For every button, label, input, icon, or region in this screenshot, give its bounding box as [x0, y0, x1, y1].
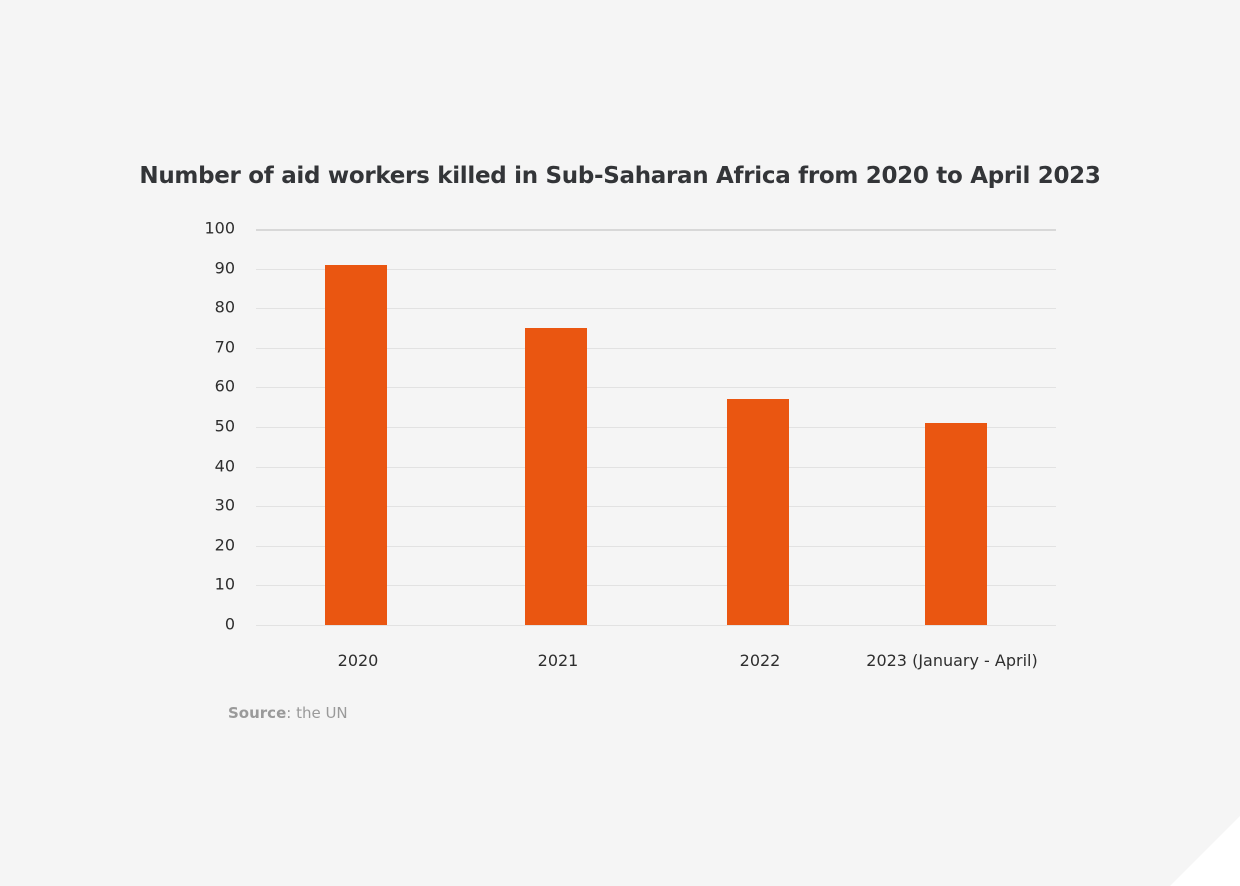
gridline	[256, 585, 1056, 587]
y-tick-label: 100	[204, 218, 235, 238]
gridline	[256, 308, 1056, 310]
x-tick-label: 2022	[739, 651, 781, 670]
gridline	[256, 427, 1056, 428]
chart-title: Number of aid workers killed in Sub-Saha…	[139, 163, 1101, 189]
y-tick-label: 20	[214, 535, 235, 555]
bar-2020	[325, 264, 387, 625]
y-tick-label: 70	[214, 337, 235, 357]
gridline	[256, 466, 1056, 468]
bar-2023	[925, 423, 987, 625]
gridline	[256, 387, 1056, 389]
gridline	[256, 625, 1056, 626]
x-tick-label: 2020	[337, 651, 379, 670]
y-tick-label: 0	[224, 614, 235, 634]
bar-2022	[727, 399, 789, 625]
y-tick-label: 60	[214, 376, 235, 396]
gridline	[256, 545, 1056, 547]
gridline	[256, 229, 1056, 231]
y-tick-label: 10	[214, 574, 235, 594]
y-tick-label: 90	[214, 258, 235, 278]
plot-area	[256, 229, 1056, 626]
y-tick-label: 80	[214, 297, 235, 317]
y-tick-label: 50	[214, 416, 235, 436]
y-tick-label: 30	[214, 495, 235, 515]
source-note: Source: the UN	[228, 704, 348, 722]
x-tick-label: 2023 (January - April)	[866, 651, 1038, 670]
source-label: Source	[228, 704, 287, 722]
source-text: : the UN	[286, 704, 348, 722]
gridline	[256, 506, 1056, 508]
gridline	[256, 347, 1056, 349]
bar-2021	[525, 328, 587, 625]
page-corner-decoration	[1170, 816, 1240, 886]
gridline	[256, 268, 1056, 270]
x-tick-label: 2021	[537, 651, 579, 670]
y-tick-label: 40	[214, 456, 235, 476]
